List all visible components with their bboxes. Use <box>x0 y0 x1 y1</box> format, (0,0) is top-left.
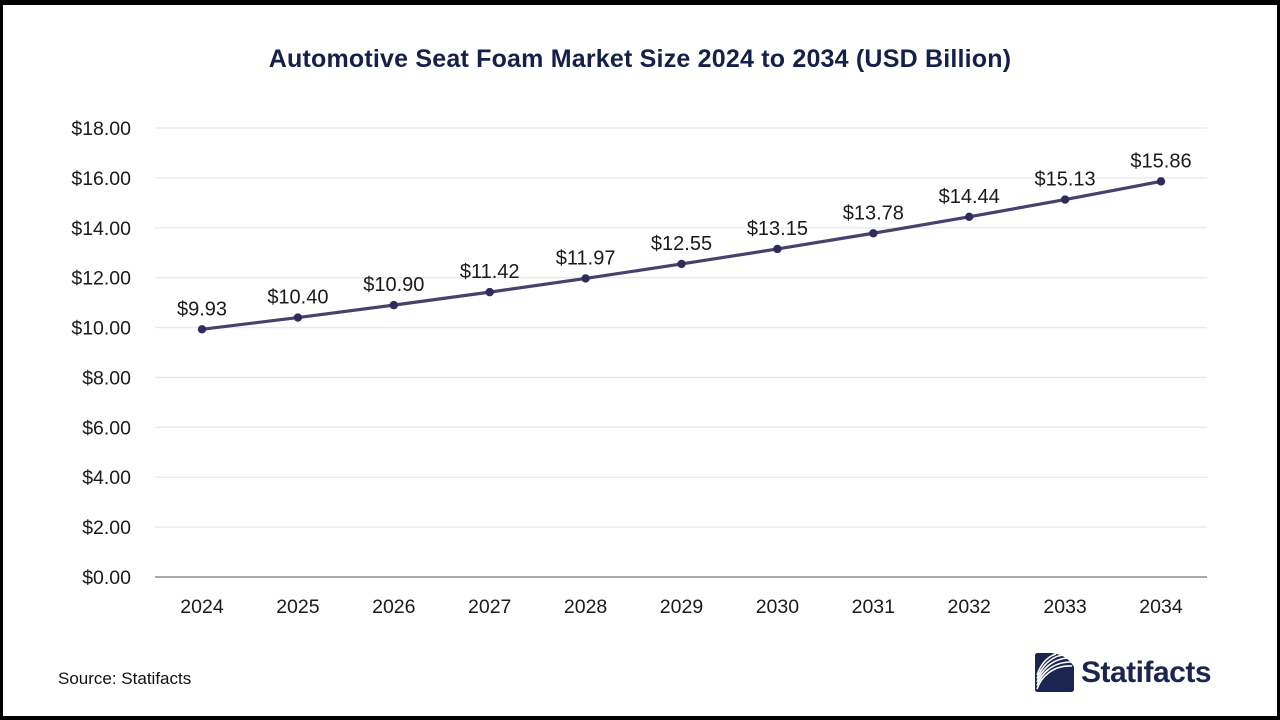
y-tick-label: $18.00 <box>71 118 131 140</box>
y-tick-label: $16.00 <box>71 168 131 190</box>
data-point <box>1156 177 1166 186</box>
data-point <box>485 287 494 297</box>
data-point-label: $14.44 <box>939 186 1000 208</box>
x-tick-label: 2024 <box>180 596 224 618</box>
y-tick-label: $14.00 <box>71 218 131 240</box>
x-tick-label: 2030 <box>756 596 800 618</box>
data-point <box>581 274 590 283</box>
y-tick-label: $12.00 <box>71 268 131 290</box>
y-tick-label: $0.00 <box>82 567 131 589</box>
data-point-label: $15.13 <box>1035 169 1096 191</box>
y-tick-label: $10.00 <box>71 318 131 340</box>
y-tick-label: $8.00 <box>82 367 131 389</box>
data-point-label: $13.15 <box>747 218 808 240</box>
statifacts-waves-icon <box>1034 653 1074 692</box>
series-line <box>200 179 1163 331</box>
x-tick-label: 2033 <box>1043 596 1086 618</box>
x-tick-label: 2029 <box>660 596 703 618</box>
data-point <box>773 244 782 254</box>
data-point-label: $9.93 <box>177 298 227 320</box>
source-note: Source: Statifacts <box>58 669 192 688</box>
y-tick-label: $6.00 <box>82 417 131 439</box>
data-point <box>677 259 686 269</box>
x-tick-label: 2025 <box>276 596 320 618</box>
y-tick-label: $2.00 <box>82 517 131 539</box>
data-point-label: $13.78 <box>843 202 904 224</box>
data-point-label: $10.90 <box>363 274 424 296</box>
x-tick-label: 2027 <box>468 596 511 618</box>
x-tick-label: 2028 <box>564 596 607 618</box>
data-point <box>1060 195 1070 204</box>
data-point-label: $11.42 <box>460 261 520 283</box>
line-chart: $0.00 $2.00 $4.00 $6.00 $8.00 $10.00 $12.00 $14… <box>71 118 1207 618</box>
x-tick-label: 2026 <box>372 596 415 618</box>
brand-name: Statifacts <box>1080 655 1212 689</box>
data-point-label: $15.86 <box>1130 150 1191 172</box>
statifacts-logo: Statifacts <box>1034 653 1212 692</box>
x-tick-label: 2032 <box>948 596 991 618</box>
x-tick-label: 2034 <box>1139 596 1183 618</box>
data-point-label: $10.40 <box>267 287 328 309</box>
data-point-label: $11.97 <box>556 247 616 269</box>
y-tick-label: $4.00 <box>82 467 131 489</box>
data-point <box>197 325 207 334</box>
data-point-label: $12.55 <box>651 233 712 255</box>
data-point <box>293 313 303 322</box>
data-point <box>869 229 878 238</box>
data-point <box>965 212 974 222</box>
chart-title: Automotive Seat Foam Market Size 2024 to… <box>268 45 1012 73</box>
data-point <box>389 300 398 310</box>
x-tick-label: 2031 <box>852 596 895 618</box>
